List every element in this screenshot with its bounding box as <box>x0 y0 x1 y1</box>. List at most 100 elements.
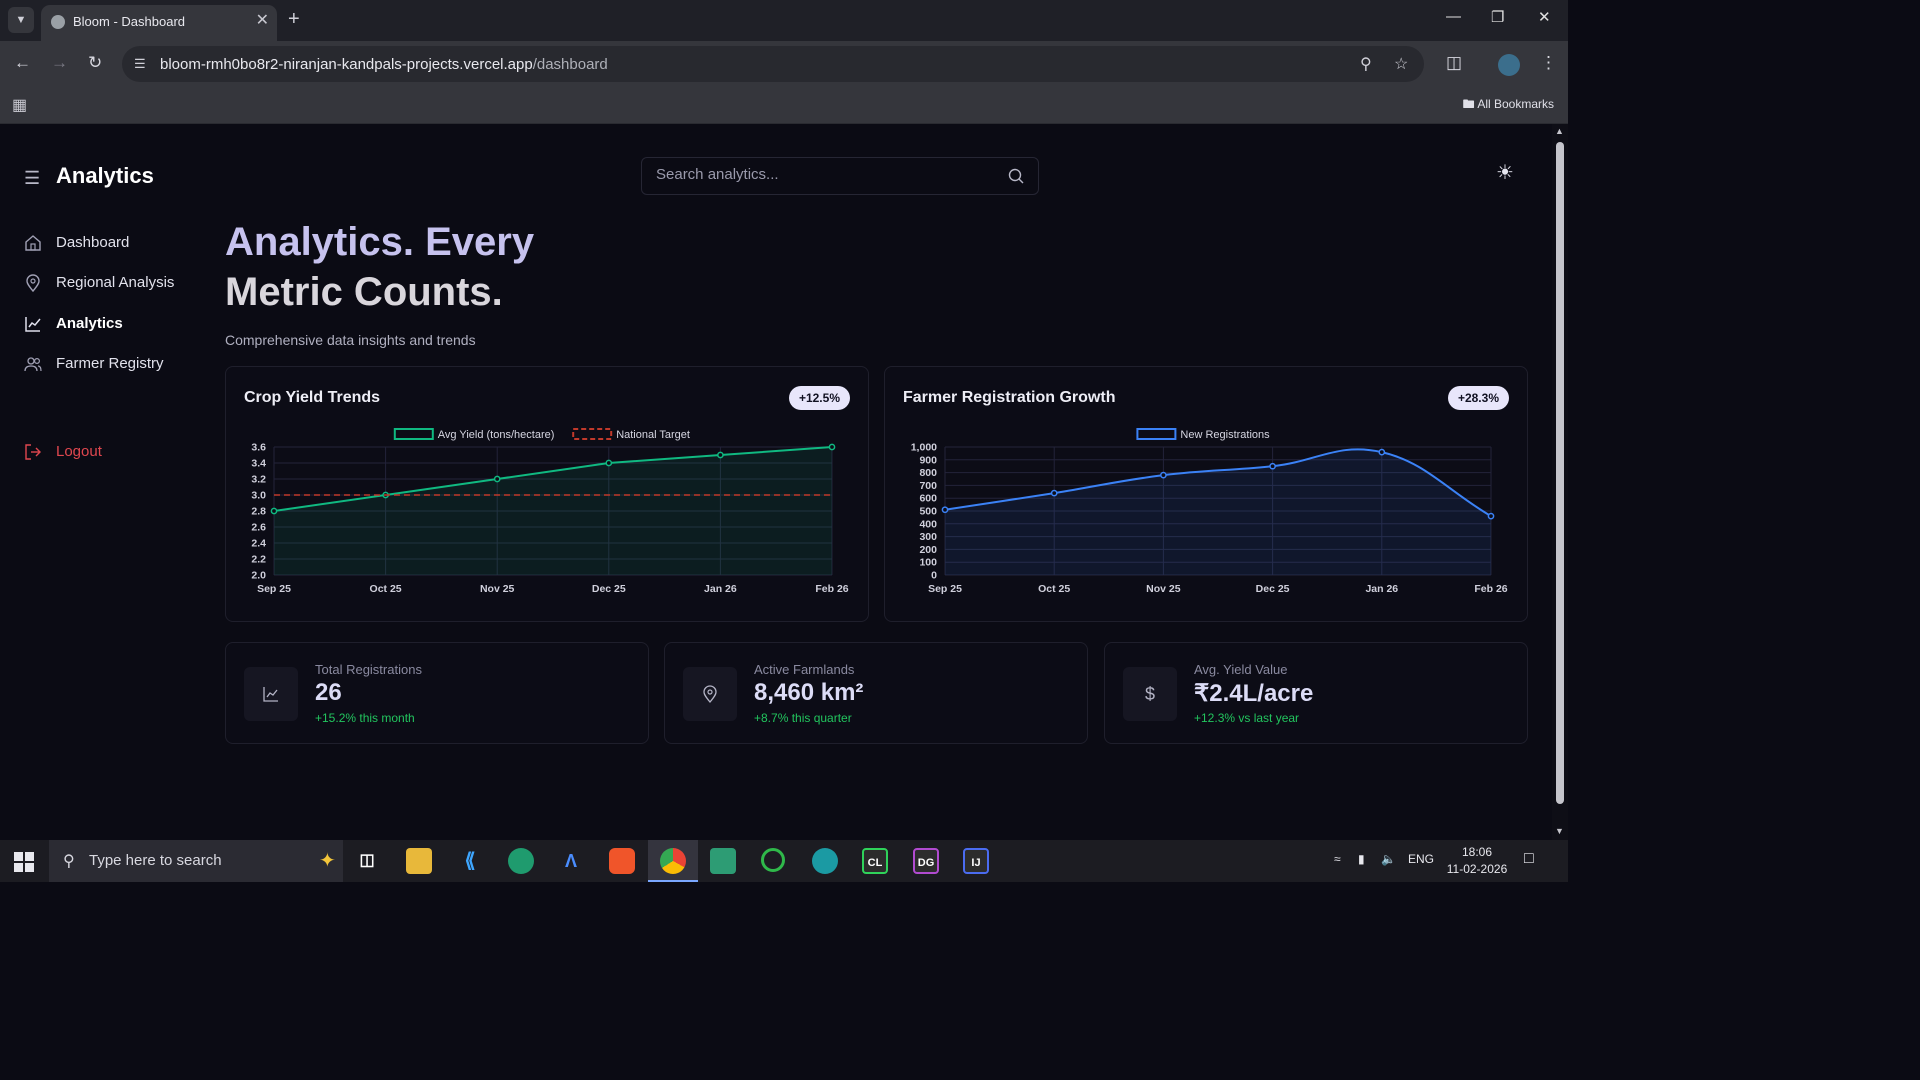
close-tab-icon[interactable]: ✕ <box>255 12 269 29</box>
stat-icon-box <box>244 667 298 721</box>
clion-icon[interactable]: CL <box>862 848 888 874</box>
browser-menu-icon[interactable]: ⋮ <box>1540 53 1557 72</box>
y-tick-label: 2.8 <box>251 506 266 518</box>
scroll-up-icon[interactable]: ▲ <box>1555 126 1564 136</box>
data-point <box>828 443 836 451</box>
tab-search-button[interactable]: ▼ <box>8 7 34 33</box>
file-explorer-icon[interactable] <box>406 848 432 874</box>
x-tick-label: Jan 26 <box>1365 583 1398 595</box>
x-tick-label: Nov 25 <box>480 583 515 595</box>
y-tick-label: 300 <box>919 531 937 543</box>
app-viewport: ☰ Analytics ☀ Dashboard Regional Analysi… <box>0 124 1552 840</box>
clock-date: 11-02-2026 <box>1446 862 1508 876</box>
sidebar-item-dashboard[interactable]: Dashboard <box>24 230 204 260</box>
vscode-icon[interactable]: ⟪ <box>464 850 476 872</box>
back-icon[interactable]: ← <box>14 53 31 72</box>
search-icon[interactable] <box>1008 168 1024 184</box>
datagrip-icon[interactable]: DG <box>913 848 939 874</box>
stat-card-avg-yield-value: $ Avg. Yield Value ₹2.4L/acre +12.3% vs … <box>1104 642 1528 744</box>
new-tab-button[interactable]: + <box>288 8 300 30</box>
crop-yield-chart: 2.0 2.2 2.4 2.6 2.8 3.0 3.2 3.4 3.6 Sep 25 Oct 25 N… <box>251 428 849 595</box>
x-tick-label: Oct 25 <box>1038 583 1070 595</box>
browser-chrome: ▼ Bloom - Dashboard ✕ + — ❐ ✕ ← → ↻ ☰ bl… <box>0 0 1568 124</box>
data-point <box>1378 448 1386 456</box>
site-info-icon[interactable]: ☰ <box>134 56 146 71</box>
map-pin-icon <box>703 685 717 704</box>
apps-grid-icon[interactable]: ▦ <box>12 97 28 114</box>
menu-icon[interactable]: ☰ <box>24 168 41 188</box>
series-area <box>945 449 1491 575</box>
y-tick-label: 100 <box>919 557 937 569</box>
data-point <box>605 459 613 467</box>
y-tick-label: 200 <box>919 544 937 556</box>
search-box[interactable] <box>641 157 1039 195</box>
all-bookmarks-label: All Bookmarks <box>1477 97 1554 111</box>
forward-icon[interactable]: → <box>51 53 68 72</box>
sidebar-item-farmer-registry[interactable]: Farmer Registry <box>24 351 204 381</box>
profile-avatar[interactable] <box>1498 54 1520 76</box>
all-bookmarks[interactable]: 🖿 All Bookmarks <box>1463 95 1554 116</box>
data-point <box>270 507 278 515</box>
logout-button[interactable]: Logout <box>24 439 204 469</box>
restore-icon[interactable]: ❐ <box>1491 9 1505 26</box>
reload-icon[interactable]: ↻ <box>88 53 103 72</box>
wifi-icon[interactable]: ≈ <box>1334 852 1341 866</box>
brave-icon[interactable] <box>609 848 635 874</box>
taskbar-clock[interactable]: 18:06 11-02-2026 <box>1445 844 1509 878</box>
x-tick-label: Feb 26 <box>815 583 848 595</box>
notifications-icon[interactable]: □ <box>1524 850 1534 867</box>
stat-change: +12.3% vs last year <box>1194 711 1300 725</box>
windows-start-icon[interactable] <box>14 852 34 872</box>
legend-swatch <box>572 428 613 440</box>
legend-label: National Target <box>616 429 690 441</box>
address-bar[interactable]: ☰ bloom-rmh0bo8r2-niranjan-kandpals-proj… <box>122 46 1424 82</box>
search-input[interactable] <box>656 166 996 183</box>
copilot-sparkle-icon[interactable]: ✦ <box>319 850 336 872</box>
page-scrollbar[interactable]: ▲ ▼ <box>1552 124 1568 840</box>
minimize-icon[interactable]: — <box>1446 8 1461 25</box>
stat-label: Total Registrations <box>315 662 422 677</box>
y-tick-label: 3.4 <box>251 458 266 470</box>
y-tick-label: 900 <box>919 454 937 466</box>
theme-toggle-sun-icon[interactable]: ☀ <box>1496 162 1514 184</box>
hero-title-line1: Analytics. Every <box>225 220 535 264</box>
chrome-icon[interactable] <box>660 848 686 874</box>
zoom-icon[interactable]: ⚲ <box>1360 56 1372 73</box>
sidebar-item-analytics[interactable]: Analytics <box>24 311 204 341</box>
arduino-icon[interactable] <box>812 848 838 874</box>
series-line <box>273 446 833 512</box>
data-point <box>1269 462 1276 470</box>
legend-label: New Registrations <box>1180 429 1270 441</box>
close-window-icon[interactable]: ✕ <box>1538 9 1551 26</box>
taskbar-search[interactable]: ⚲ Type here to search ✦ <box>49 840 343 882</box>
task-view-icon[interactable]: ◫ <box>359 852 375 869</box>
volume-icon[interactable]: 🔈 <box>1381 852 1396 866</box>
stat-value: 26 <box>315 679 342 706</box>
folder-icon: 🖿 <box>1462 97 1478 111</box>
intellij-icon[interactable]: IJ <box>963 848 989 874</box>
arc-icon[interactable]: Λ <box>564 851 577 871</box>
y-tick-label: 500 <box>919 506 937 518</box>
scroll-down-icon[interactable]: ▼ <box>1555 826 1564 836</box>
stat-card-total-registrations: Total Registrations 26 +15.2% this month <box>225 642 649 744</box>
browser-tab[interactable]: Bloom - Dashboard ✕ <box>41 5 277 41</box>
y-tick-label: 3.2 <box>251 474 266 486</box>
search-icon: ⚲ <box>63 853 75 870</box>
clock-time: 18:06 <box>1461 845 1493 859</box>
pycharm-icon[interactable] <box>710 848 736 874</box>
language-indicator[interactable]: ENG <box>1408 852 1435 866</box>
scroll-thumb[interactable] <box>1556 142 1564 804</box>
bookmark-star-icon[interactable]: ☆ <box>1394 56 1409 73</box>
sidebar-item-regional-analysis[interactable]: Regional Analysis <box>24 270 204 300</box>
extensions-icon[interactable]: ◫ <box>1446 53 1463 72</box>
battery-icon[interactable]: ▮ <box>1358 852 1365 866</box>
taskbar-search-placeholder: Type here to search <box>89 852 222 869</box>
stat-label: Avg. Yield Value <box>1194 662 1288 677</box>
url-host: bloom-rmh0bo8r2-niranjan-kandpals-projec… <box>160 56 533 73</box>
loader-app-icon[interactable] <box>761 848 785 872</box>
browser-toolbar: ← → ↻ ☰ bloom-rmh0bo8r2-niranjan-kandpal… <box>0 41 1568 89</box>
sidebar-item-label: Farmer Registry <box>56 355 164 372</box>
x-tick-label: Nov 25 <box>1146 583 1181 595</box>
edge-icon[interactable] <box>508 848 534 874</box>
